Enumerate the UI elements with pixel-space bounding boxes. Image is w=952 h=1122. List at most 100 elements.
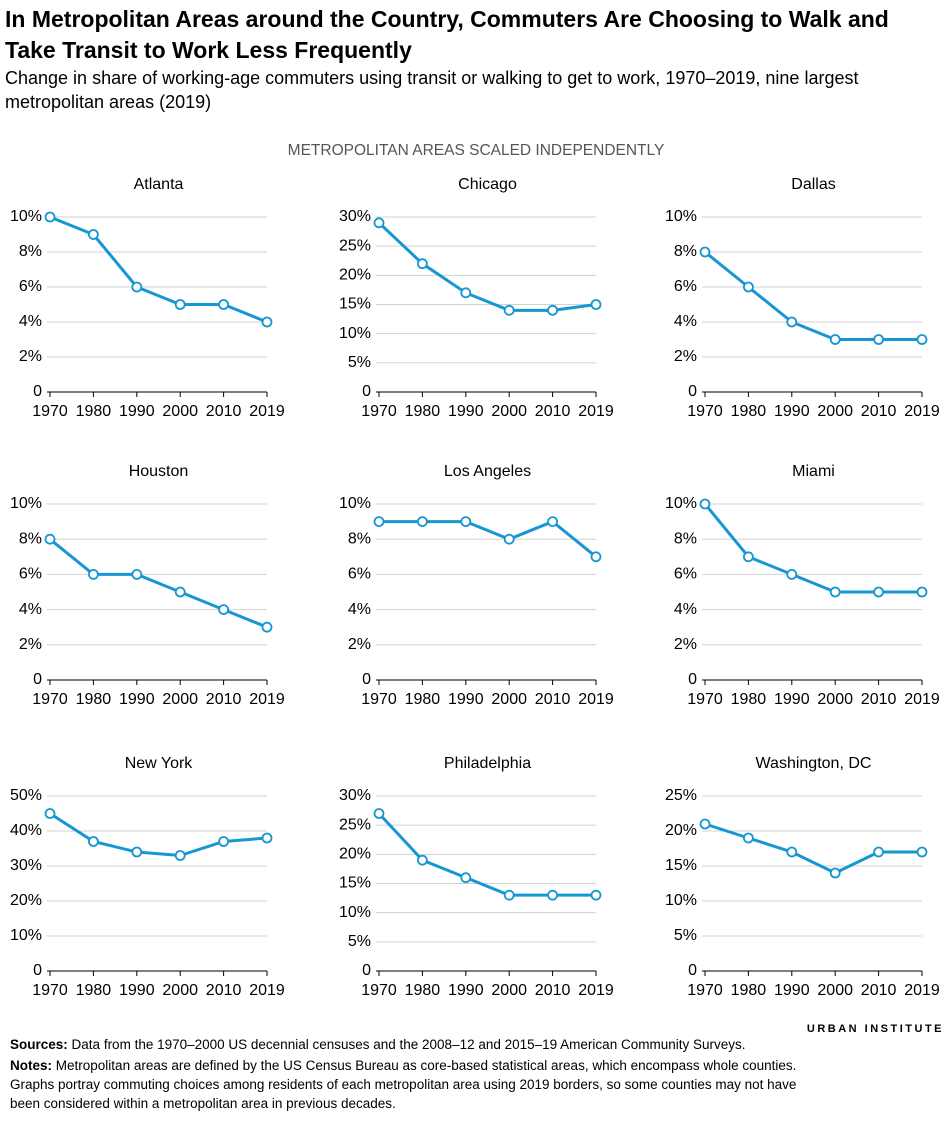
notes-label: Notes: — [10, 1058, 53, 1073]
point — [373, 808, 385, 819]
x-tick-label: 2019 — [249, 982, 285, 999]
y-tick-label: 5% — [348, 354, 371, 371]
y-tick-label: 4% — [674, 601, 697, 618]
y-tick-label: 6% — [348, 566, 371, 583]
chart-title: Chicago — [458, 176, 517, 193]
x-tick-label: 2019 — [904, 403, 940, 420]
y-tick-label: 8% — [19, 243, 42, 260]
x-tick-label: 1980 — [76, 403, 112, 420]
y-tick-label: 10% — [10, 927, 42, 944]
point — [743, 551, 754, 563]
y-tick-label: 10% — [339, 325, 371, 342]
chart-title: Atlanta — [134, 176, 184, 193]
y-tick-label: 2% — [19, 348, 42, 365]
x-tick-label: 2019 — [578, 982, 614, 999]
x-tick-label: 2000 — [817, 403, 853, 420]
x-tick-label: 1980 — [76, 982, 112, 999]
sources-text: Data from the 1970–2000 US decennial cen… — [71, 1037, 746, 1052]
y-tick-label: 4% — [19, 313, 42, 330]
y-tick-label: 10% — [10, 208, 42, 225]
subtitle: Change in share of working-age commuters… — [5, 68, 859, 112]
x-tick-label: 1980 — [731, 403, 767, 420]
chart-title: New York — [125, 755, 194, 772]
x-tick-label: 1980 — [405, 982, 441, 999]
y-tick-label: 25% — [339, 816, 371, 833]
x-tick-label: 2000 — [817, 691, 853, 708]
x-tick-label: 1980 — [731, 982, 767, 999]
line — [379, 519, 597, 558]
y-tick-label: 6% — [674, 278, 697, 295]
point — [460, 287, 472, 299]
line — [704, 250, 922, 341]
x-tick-label: 2019 — [249, 403, 285, 420]
x-tick-label: 2000 — [491, 403, 527, 420]
y-tick-label: 8% — [674, 243, 697, 260]
y-tick-label: 0 — [688, 383, 697, 400]
point — [218, 299, 230, 310]
x-tick-label: 1990 — [774, 403, 810, 420]
x-tick-label: 2010 — [206, 691, 242, 708]
point — [416, 516, 428, 527]
y-tick-label: 0 — [362, 962, 371, 979]
point — [131, 569, 143, 580]
chart-title: Houston — [129, 463, 189, 480]
x-tick-label: 1990 — [119, 403, 155, 420]
y-tick-label: 15% — [665, 857, 697, 874]
point — [44, 808, 56, 819]
point — [590, 299, 602, 310]
x-tick-label: 1970 — [361, 982, 397, 999]
y-tick-label: 8% — [19, 530, 42, 547]
point — [131, 281, 143, 293]
line — [704, 822, 922, 875]
y-tick-label: 20% — [339, 846, 371, 863]
point — [829, 867, 841, 879]
x-tick-label: 2010 — [535, 691, 571, 708]
title: In Metropolitan Areas around the Country… — [5, 6, 889, 63]
x-tick-label: 1970 — [361, 691, 397, 708]
point — [547, 304, 558, 316]
point — [88, 569, 99, 580]
point — [873, 586, 884, 598]
point — [829, 586, 841, 598]
chart-title: Dallas — [791, 176, 835, 193]
y-tick-label: 25% — [339, 237, 371, 254]
x-tick-label: 1970 — [32, 982, 68, 999]
x-tick-label: 1990 — [448, 691, 484, 708]
x-tick-label: 1970 — [687, 982, 723, 999]
y-tick-label: 50% — [10, 787, 42, 804]
point — [699, 498, 711, 510]
point — [699, 246, 711, 258]
line — [49, 538, 268, 629]
y-tick-label: 10% — [339, 904, 371, 921]
point — [88, 229, 99, 240]
point — [416, 258, 428, 270]
x-tick-label: 2010 — [206, 403, 242, 420]
y-tick-label: 4% — [19, 601, 42, 618]
logo: URBAN INSTITUTE — [807, 1023, 944, 1035]
line — [49, 812, 268, 858]
y-tick-label: 6% — [19, 278, 42, 295]
point — [218, 604, 230, 615]
point — [261, 621, 273, 633]
y-tick-label: 0 — [33, 962, 42, 979]
footer: Sources: Data from the 1970–2000 US dece… — [10, 1035, 830, 1115]
x-tick-label: 2019 — [904, 982, 940, 999]
x-tick-label: 1970 — [32, 403, 68, 420]
notes: Notes: Metropolitan areas are defined by… — [10, 1056, 830, 1113]
point — [373, 516, 385, 527]
y-tick-label: 4% — [674, 313, 697, 330]
point — [44, 533, 56, 545]
y-tick-label: 30% — [339, 208, 371, 225]
point — [873, 846, 884, 858]
x-tick-label: 1970 — [361, 403, 397, 420]
point — [218, 836, 230, 847]
y-tick-label: 0 — [362, 671, 371, 688]
x-tick-label: 2010 — [535, 982, 571, 999]
y-tick-label: 2% — [674, 348, 697, 365]
point — [786, 569, 798, 580]
line — [377, 221, 597, 312]
x-tick-label: 2000 — [817, 982, 853, 999]
point — [416, 854, 428, 866]
y-tick-label: 10% — [665, 892, 697, 909]
